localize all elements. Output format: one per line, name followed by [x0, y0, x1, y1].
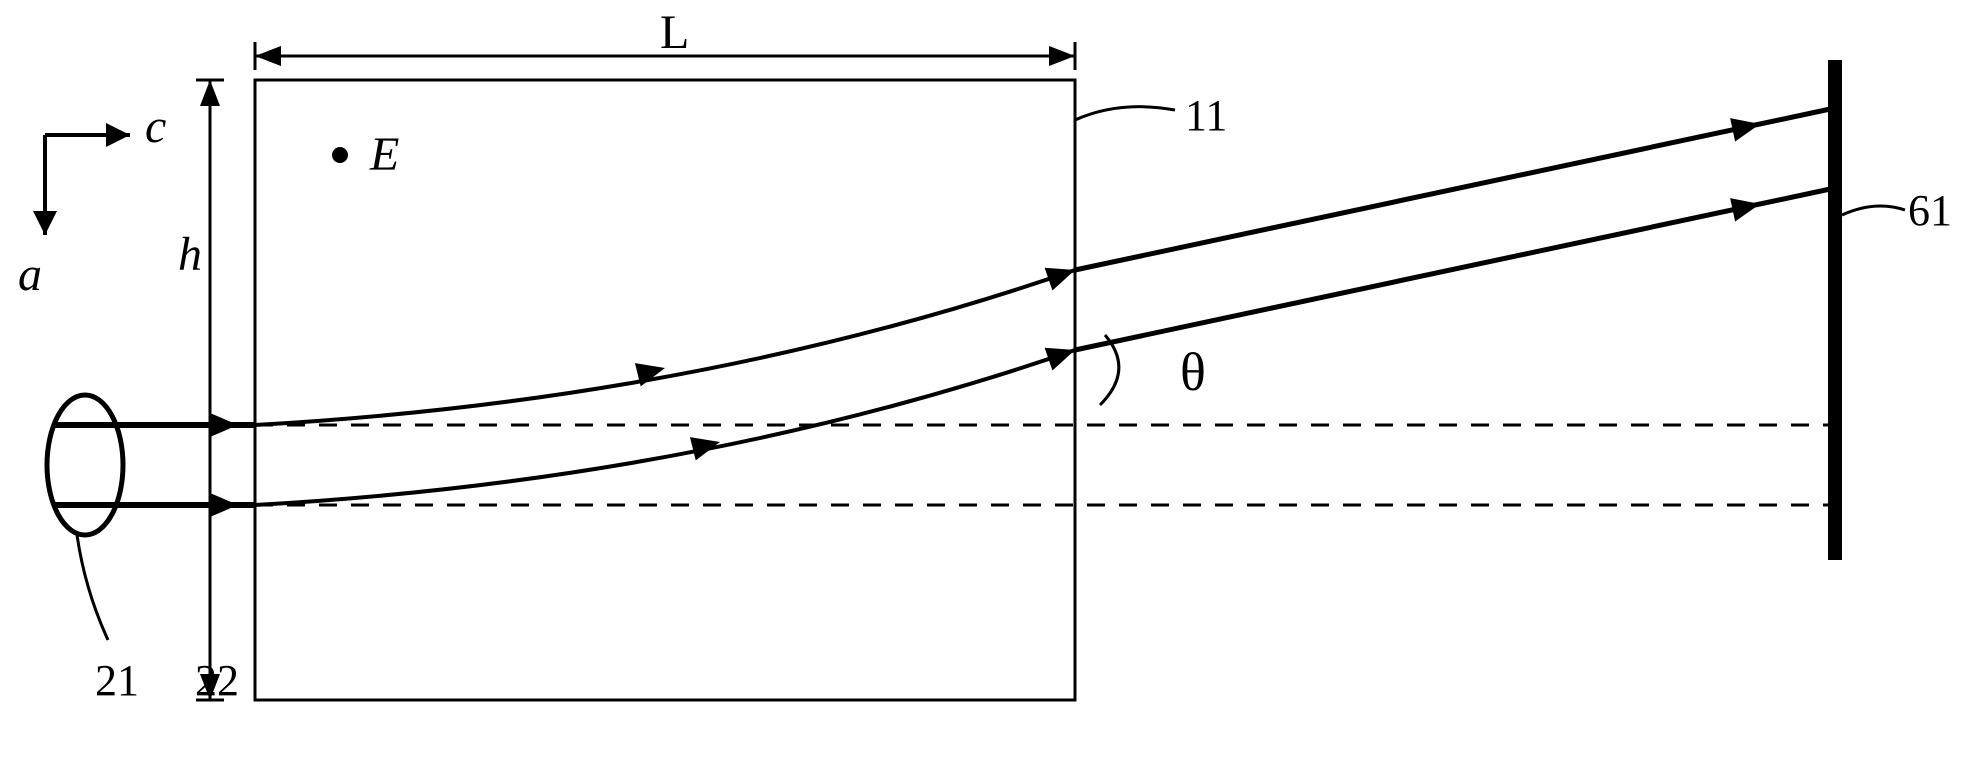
leader-11 — [1075, 107, 1175, 120]
axis-a-arrow — [33, 211, 57, 235]
exit-arrow-top — [1730, 118, 1760, 141]
label-a: a — [18, 248, 42, 301]
coord-axes — [33, 123, 130, 235]
label-L: L — [660, 6, 689, 59]
entry-arrow-bottom — [210, 493, 238, 517]
leader-61 — [1842, 206, 1905, 215]
label-theta: θ — [1180, 342, 1206, 402]
dimension-h — [196, 80, 224, 700]
dim-L-arrow-left — [255, 46, 281, 66]
dim-h-arrow-top — [200, 80, 220, 106]
label-22: 22 — [195, 656, 239, 705]
label-21: 21 — [95, 656, 139, 705]
label-h: h — [178, 228, 202, 281]
leader-21 — [77, 535, 108, 640]
curve-bottom — [255, 350, 1075, 505]
axis-c-arrow — [106, 123, 130, 147]
source-ellipse — [47, 395, 123, 535]
exit-line-bottom — [1075, 188, 1835, 350]
label-E: E — [369, 128, 399, 181]
label-c: c — [145, 100, 166, 153]
E-point — [332, 147, 348, 163]
label-61: 61 — [1908, 186, 1952, 235]
label-11: 11 — [1185, 91, 1227, 140]
curve-top — [255, 270, 1075, 425]
curve-bottom-exitarrow — [1045, 348, 1075, 371]
physics-diagram: L h c a E θ 11 61 21 22 — [0, 0, 1971, 766]
exit-arrow-bottom — [1730, 198, 1760, 221]
curve-top-exitarrow — [1045, 268, 1075, 291]
dim-L-arrow-right — [1049, 46, 1075, 66]
entry-arrow-top — [210, 413, 238, 437]
